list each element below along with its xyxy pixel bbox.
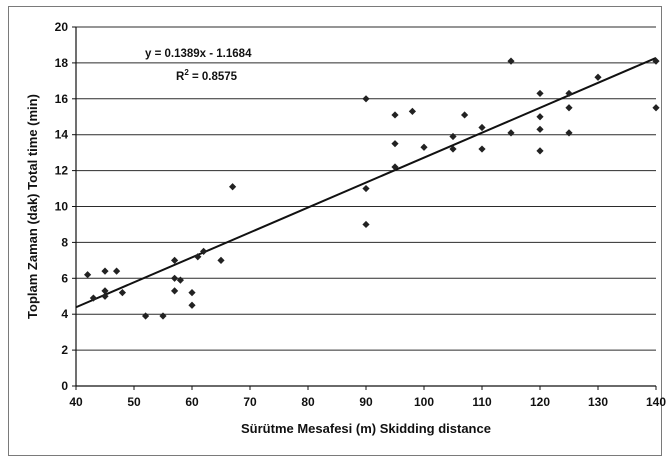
data-point xyxy=(188,289,196,297)
data-point xyxy=(478,123,486,132)
x-tick-label: 120 xyxy=(530,395,550,409)
y-tick-label: 0 xyxy=(61,379,68,393)
y-tick-label: 12 xyxy=(55,164,69,178)
x-tick-label: 100 xyxy=(414,395,434,409)
data-point xyxy=(391,163,399,171)
y-tick-label: 16 xyxy=(55,92,69,106)
r-squared-superscript: 2 xyxy=(184,68,189,77)
regression-equation: y = 0.1389x - 1.1684 R2 = 0.8575 xyxy=(145,48,252,83)
data-point xyxy=(536,89,544,98)
data-point xyxy=(171,287,179,295)
grid-lines xyxy=(76,26,656,351)
axis-titles: Sürütme Mesafesi (m) Skidding distance T… xyxy=(25,94,491,436)
y-tick-label: 10 xyxy=(55,200,69,214)
data-point xyxy=(142,312,150,320)
data-point xyxy=(171,256,179,264)
data-point xyxy=(362,184,370,193)
data-points xyxy=(84,57,660,320)
data-point xyxy=(391,140,399,148)
y-tick-label: 6 xyxy=(61,271,68,285)
y-tick-label: 4 xyxy=(61,307,68,321)
trendline-group xyxy=(75,56,657,309)
data-point xyxy=(420,143,428,151)
data-point xyxy=(188,301,196,309)
r-squared-text: R2 = 0.8575 xyxy=(176,68,238,83)
y-tick-label: 14 xyxy=(55,128,69,142)
data-point xyxy=(217,256,225,264)
data-point xyxy=(171,274,179,282)
data-point xyxy=(565,104,573,112)
x-tick-label: 140 xyxy=(646,395,666,409)
x-axis-title: Sürütme Mesafesi (m) Skidding distance xyxy=(241,421,491,436)
chart-frame xyxy=(8,6,662,456)
y-tick-label: 18 xyxy=(55,56,69,70)
equation-text: y = 0.1389x - 1.1684 xyxy=(145,48,252,60)
data-point xyxy=(536,147,544,155)
data-point xyxy=(362,95,370,103)
data-point xyxy=(449,145,457,153)
data-point xyxy=(461,111,469,119)
data-point xyxy=(101,287,109,295)
data-point xyxy=(194,253,202,261)
tick-labels: 0 2 4 6 8 10 12 14 16 18 20 40 50 60 70 80 90 100 110 120 13… xyxy=(55,20,667,409)
x-tick-label: 80 xyxy=(301,395,315,409)
data-point xyxy=(159,312,167,320)
r-squared-value: = 0.8575 xyxy=(189,71,238,83)
data-point xyxy=(89,294,97,302)
data-point xyxy=(536,113,544,121)
x-tick-label: 50 xyxy=(127,395,141,409)
data-point xyxy=(229,183,237,191)
r-squared-prefix: R xyxy=(176,71,185,83)
y-axis-title: Toplam Zaman (dak) Total time (min) xyxy=(25,94,40,319)
data-point xyxy=(391,111,399,119)
data-point xyxy=(200,247,208,255)
x-tick-label: 90 xyxy=(359,395,373,409)
axes xyxy=(72,26,657,390)
data-point xyxy=(408,107,416,115)
y-tick-label: 2 xyxy=(61,343,68,357)
data-point xyxy=(113,267,121,275)
data-point xyxy=(101,267,109,275)
data-point xyxy=(507,57,515,65)
data-point xyxy=(449,132,457,141)
data-point xyxy=(507,129,515,137)
data-point xyxy=(594,73,602,81)
data-point xyxy=(536,125,544,133)
data-point xyxy=(565,89,573,98)
trendline xyxy=(75,56,657,309)
data-point xyxy=(362,220,370,229)
x-tick-label: 130 xyxy=(588,395,608,409)
data-point xyxy=(101,292,109,300)
x-tick-label: 70 xyxy=(243,395,257,409)
data-point xyxy=(84,271,92,279)
y-tick-label: 8 xyxy=(61,235,68,249)
data-point xyxy=(652,104,660,112)
x-tick-label: 40 xyxy=(69,395,83,409)
y-tick-label: 20 xyxy=(55,20,69,34)
x-tick-label: 60 xyxy=(185,395,199,409)
data-point xyxy=(176,276,184,284)
data-point xyxy=(565,129,573,137)
x-tick-label: 110 xyxy=(472,395,492,409)
data-point xyxy=(118,289,126,297)
data-point xyxy=(478,145,486,153)
data-point xyxy=(652,57,660,65)
